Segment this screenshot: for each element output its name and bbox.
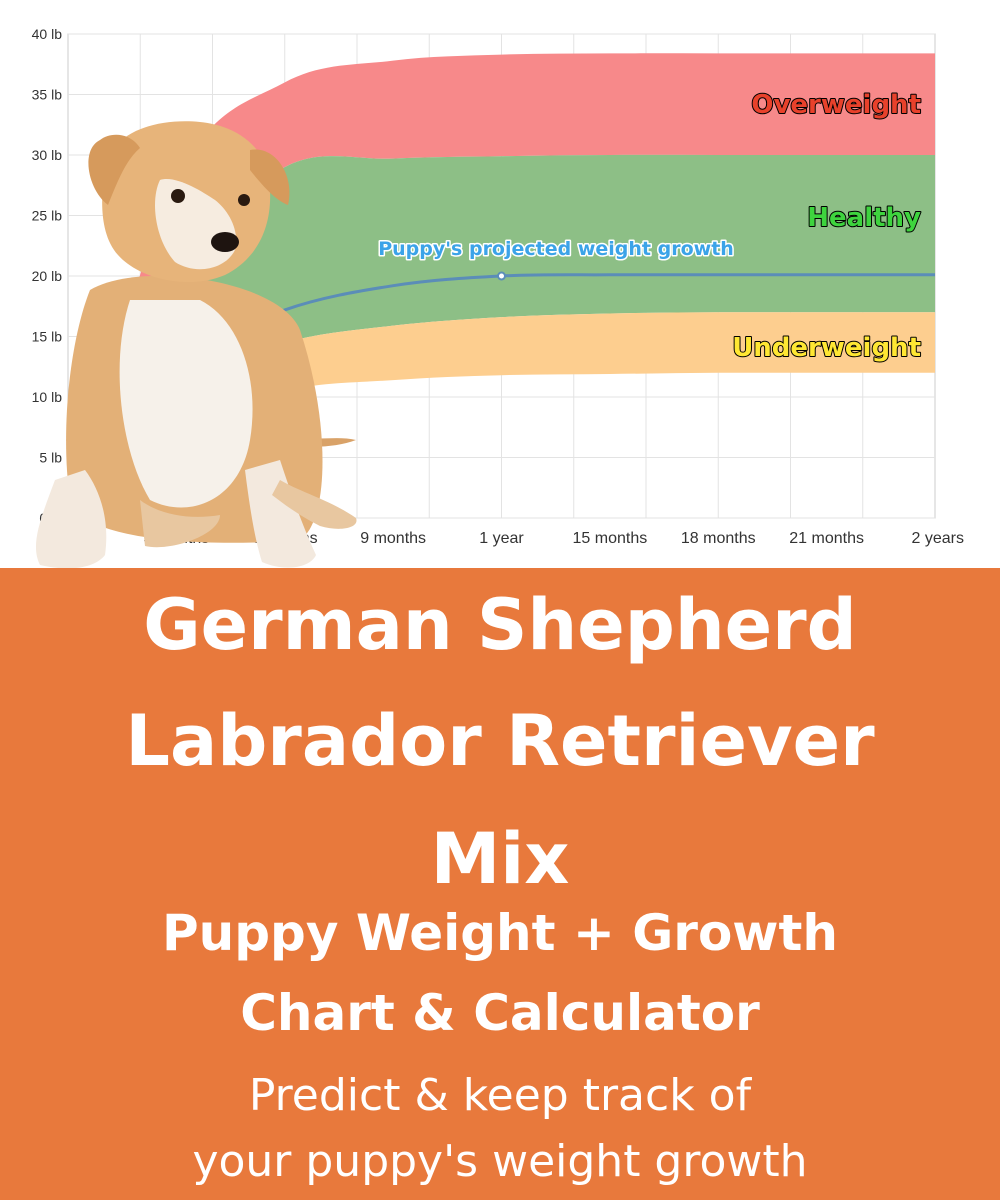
puppy-right-ear — [250, 149, 290, 205]
puppy-back-paw — [272, 480, 357, 529]
growth-marker-point — [497, 271, 506, 281]
subtitle-line-1: Puppy Weight + Growth — [162, 904, 838, 962]
band-overweight — [68, 53, 935, 519]
y-tick-label: 20 lb — [32, 268, 63, 284]
y-tick-label: 25 lb — [32, 208, 63, 224]
puppy-chest — [119, 300, 253, 508]
healthy-label: Healthy — [807, 203, 921, 233]
y-tick-label: 5 lb — [39, 450, 62, 466]
breed-title-line-2: Labrador Retriever — [125, 700, 875, 782]
y-tick-label: 30 lb — [32, 147, 63, 163]
puppy-left-ear — [88, 134, 140, 205]
y-tick-label: 10 lb — [32, 389, 63, 405]
breed-title-line-1: German Shepherd — [143, 584, 857, 666]
tagline-line-2: your puppy's weight growth — [192, 1136, 808, 1187]
x-tick-label: 15 months — [573, 530, 648, 547]
puppy-front-right-leg — [245, 460, 316, 568]
overweight-label: Overweight — [751, 90, 921, 120]
x-tick-label: 21 months — [789, 530, 864, 547]
y-tick-label: 15 lb — [32, 329, 63, 345]
band-healthy — [68, 154, 935, 518]
puppy-image — [35, 121, 357, 568]
tagline-line-1: Predict & keep track of — [248, 1070, 752, 1121]
y-tick-label: 40 lb — [32, 26, 63, 42]
puppy-front-left-leg — [35, 470, 107, 568]
x-tick-label: 1 year — [479, 530, 524, 547]
growth-annotation-label: Puppy's projected weight growth — [378, 238, 734, 260]
x-tick-label: 2 years — [912, 530, 964, 547]
x-tick-label: 18 months — [681, 530, 756, 547]
subtitle-line-2: Chart & Calculator — [240, 984, 760, 1042]
puppy-left-eye — [171, 189, 185, 203]
title-banner: German Shepherd Labrador Retriever Mix P… — [0, 568, 1000, 1200]
y-tick-label: 35 lb — [32, 87, 63, 103]
breed-title-line-3: Mix — [430, 818, 570, 900]
puppy-hind-paw — [140, 500, 220, 548]
puppy-right-eye — [238, 194, 250, 206]
x-tick-label: 9 months — [360, 530, 426, 547]
puppy-nose — [211, 232, 239, 252]
underweight-label: Underweight — [732, 333, 921, 363]
